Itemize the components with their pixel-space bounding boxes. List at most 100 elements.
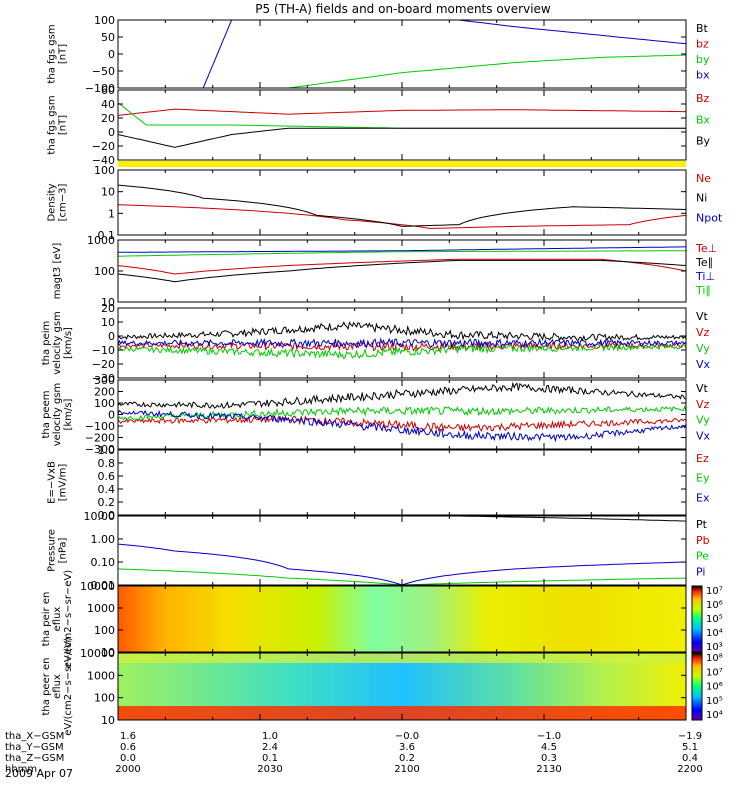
- legend-entry-Ti∥: Ti∥: [695, 284, 711, 297]
- y-tick-label: 0: [108, 48, 115, 61]
- series-line-Vx: [118, 409, 686, 443]
- colorbar-tick: 10⁶: [706, 600, 723, 611]
- legend-entry-Te∥: Te∥: [695, 256, 713, 269]
- spectrogram-1: [118, 586, 686, 652]
- legend-entry-Vy: Vy: [696, 342, 710, 355]
- footer-row-label: tha_Z−GSM: [5, 753, 64, 764]
- series-line-Te⊥: [118, 258, 686, 275]
- panel-3: 100 10 1 0.1 Density[cm−3] Ne Ni Npot: [47, 164, 723, 242]
- series-line-Te∥: [118, 259, 686, 283]
- legend-entry-by: by: [696, 53, 710, 66]
- colorbar-tick: 10⁵: [706, 614, 723, 625]
- footer-value: 1.0: [262, 731, 278, 742]
- y-tick-label: 0.2: [98, 496, 116, 509]
- series-line-Ni: [118, 184, 686, 227]
- series-line-Vx: [118, 337, 686, 349]
- y-tick-label: 100: [94, 14, 115, 27]
- y-tick-label: −20: [92, 140, 115, 153]
- series-line-Vz: [118, 414, 686, 433]
- y-tick-label: 10: [101, 296, 115, 309]
- date-label: 2009 Apr 07: [5, 767, 73, 780]
- colorbar-tick: 10⁵: [706, 696, 723, 707]
- legend-entry-Vy: Vy: [696, 414, 710, 427]
- series-line-Vt: [118, 321, 686, 342]
- panel-7: 1.00.80.60.40.20.0 E=−VxB[mV/m] Ez Ey Ex: [47, 444, 710, 522]
- footer-value: 2000: [115, 764, 140, 775]
- footer-value: 4.5: [541, 742, 557, 753]
- legend-entry-Ti⊥: Ti⊥: [695, 270, 715, 283]
- legend-entry-Bt: Bt: [696, 22, 709, 35]
- footer-value: 2100: [394, 764, 419, 775]
- flag-bar: [118, 161, 686, 167]
- series-line-Vy: [118, 342, 686, 360]
- series-line-Pt: [430, 516, 686, 522]
- y-tick-label: 0: [108, 330, 115, 343]
- series-line-by: [285, 54, 686, 88]
- y-axis-label: E=−VxB[mV/m]: [47, 461, 69, 504]
- series-line-Bz: [118, 108, 686, 116]
- footer-value: 0.1: [262, 753, 278, 764]
- footer-value: 1.6: [120, 731, 136, 742]
- y-axis-label: tha peemvelocity gsm[km/s]: [41, 383, 74, 447]
- legend-entry-Bz: Bz: [696, 92, 710, 105]
- y-tick-label: −300: [85, 443, 115, 456]
- legend-entry-Pb: Pb: [696, 534, 710, 547]
- y-tick-label: 1.00: [91, 533, 116, 546]
- y-tick-label: −200: [85, 432, 115, 445]
- series-line-Ti∥: [118, 250, 686, 257]
- footer-value: 2.4: [262, 742, 278, 753]
- footer-value: 2130: [536, 764, 561, 775]
- figure-title: P5 (TH-A) fields and on-board moments ov…: [255, 2, 551, 16]
- y-tick-label: 0.6: [98, 470, 116, 483]
- panel-8: 10.00 1.00 0.10 0.01 Pressure[nPa] Pt Pb Pe Pi: [47, 510, 710, 592]
- y-tick-label: 20: [101, 112, 115, 125]
- y-tick-label: 0.4: [98, 483, 116, 496]
- legend-entry-Vx: Vx: [696, 429, 711, 442]
- footer-value: 5.1: [682, 742, 698, 753]
- footer-row-label: tha_Y−GSM: [5, 742, 64, 753]
- series-line-By: [118, 127, 686, 148]
- footer-value: 0.0: [120, 753, 136, 764]
- y-tick-label: 200: [94, 386, 115, 399]
- legend-entry-By: By: [696, 135, 711, 148]
- y-tick-label: 10000: [80, 647, 115, 660]
- legend-entry-Te⊥: Te⊥: [695, 242, 717, 255]
- y-tick-label: 300: [94, 374, 115, 387]
- y-tick-label: 1000: [87, 602, 115, 615]
- legend-entry-Pe: Pe: [696, 550, 709, 563]
- y-tick-label: −100: [85, 420, 115, 433]
- y-tick-label: 0.1: [98, 229, 116, 242]
- y-tick-label: 10: [101, 714, 115, 727]
- colorbar-tick: 10⁴: [706, 628, 723, 639]
- colorbar-2: [691, 652, 703, 721]
- y-tick-label: 0: [108, 126, 115, 139]
- legend-entry-Vz: Vz: [696, 326, 710, 339]
- footer-value: 3.6: [399, 742, 415, 753]
- y-tick-label: −50: [92, 65, 115, 78]
- legend-entry-Vt: Vt: [696, 382, 709, 395]
- footer-row-label: hhmm: [5, 764, 37, 775]
- colorbar-tick: 10⁶: [706, 682, 723, 693]
- y-tick-label: 100: [94, 692, 115, 705]
- series-line-bx: [202, 20, 686, 88]
- legend-entry-bz: bz: [696, 38, 709, 51]
- series-line-Pi: [118, 543, 686, 585]
- series-line-Vy: [118, 405, 686, 421]
- y-tick-label: −10: [92, 344, 115, 357]
- y-tick-label: 100: [94, 397, 115, 410]
- panel-frame: [117, 515, 687, 586]
- y-tick-label: 0.8: [98, 457, 116, 470]
- legend-entry-Ne: Ne: [696, 172, 711, 185]
- footer-value: 0.6: [120, 742, 136, 753]
- footer-row-label: tha_X−GSM: [5, 731, 64, 742]
- legend-entry-Ni: Ni: [696, 192, 707, 205]
- panel-10: 10⁸ 10⁷ 10⁶ 10⁵ 10⁴ 10000 1000 100 10 tha peer en…: [41, 637, 723, 736]
- y-tick-label: −20: [92, 358, 115, 371]
- y-tick-label: 60: [101, 84, 115, 97]
- y-tick-label: 10: [101, 316, 115, 329]
- footer-value: −1.9: [678, 731, 702, 742]
- y-tick-label: 10.00: [84, 510, 116, 523]
- y-axis-label: tha fgs gsm[nT]: [47, 95, 69, 154]
